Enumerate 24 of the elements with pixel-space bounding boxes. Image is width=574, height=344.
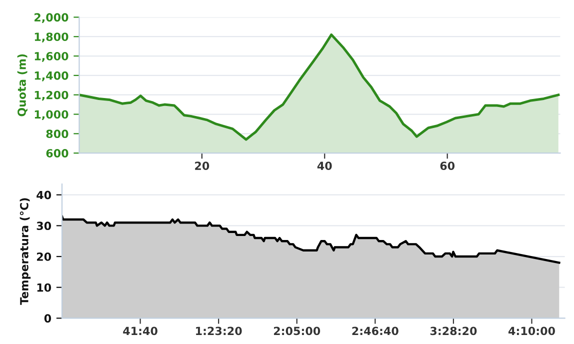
x-tick-label: 2:05:00 xyxy=(274,326,320,336)
y-tick-label: 0 xyxy=(44,314,52,323)
y-tick-label: 40 xyxy=(36,190,52,200)
y-tick-label: 600 xyxy=(46,149,68,158)
y-tick-label: 1,000 xyxy=(34,110,68,120)
y-tick-label: 2,000 xyxy=(34,13,68,23)
x-tick-label: 20 xyxy=(195,162,210,170)
y-tick-label: 1,800 xyxy=(34,32,68,42)
y-tick-label: 30 xyxy=(36,222,52,230)
y-tick-label: 1,600 xyxy=(34,52,68,62)
y-tick-label: 1,200 xyxy=(34,90,68,101)
x-tick-label: 2:46:40 xyxy=(352,326,398,336)
x-tick-label: 3:28:20 xyxy=(430,326,477,336)
x-tick-label: 1:23:20 xyxy=(196,326,242,336)
y-axis-title: Quota (m) xyxy=(17,54,28,116)
y-axis-title: Temperatura (°C) xyxy=(20,198,31,305)
y-tick-label: 20 xyxy=(36,252,52,261)
y-tick-label: 800 xyxy=(46,130,68,138)
x-tick-label: 40 xyxy=(317,162,332,170)
y-tick-label: 10 xyxy=(37,283,52,292)
y-tick-label: 1,400 xyxy=(34,71,68,82)
x-tick-label: 60 xyxy=(440,162,455,170)
x-tick-label: 4:10:00 xyxy=(508,326,555,336)
x-tick-label: 41:40 xyxy=(123,326,158,336)
